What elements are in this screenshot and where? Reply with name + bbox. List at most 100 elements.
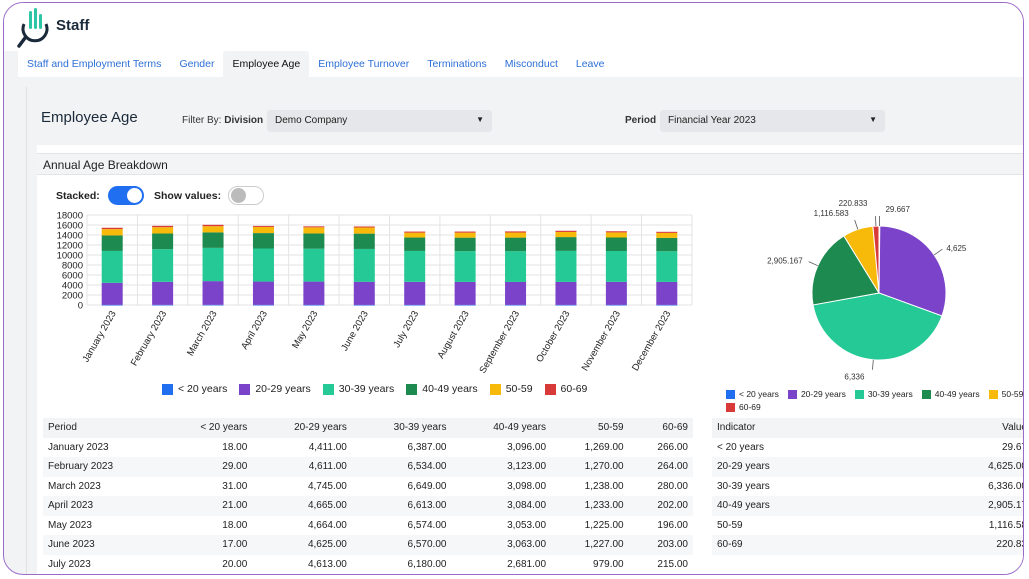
- bar-segment-20-years[interactable]: [505, 304, 527, 306]
- bar-segment-20-years[interactable]: [555, 304, 577, 306]
- bar-segment-20-29-years[interactable]: [505, 281, 527, 305]
- bar-segment-20-years[interactable]: [101, 304, 123, 306]
- bar-segment-30-39-years[interactable]: [404, 250, 426, 282]
- bar-segment-30-39-years[interactable]: [202, 247, 224, 282]
- bar-segment-50-59[interactable]: [605, 232, 627, 238]
- bar-segment-20-29-years[interactable]: [101, 282, 123, 305]
- bar-segment-60-69[interactable]: [252, 225, 274, 227]
- bar-segment-40-49-years[interactable]: [505, 237, 527, 252]
- bar-segment-40-49-years[interactable]: [252, 233, 274, 249]
- bar-segment-50-59[interactable]: [303, 227, 325, 234]
- bar-segment-30-39-years[interactable]: [555, 250, 577, 282]
- bar-segment-40-49-years[interactable]: [605, 237, 627, 252]
- bar-segment-20-years[interactable]: [252, 304, 274, 306]
- legend-item-20-29-years[interactable]: 20-29 years: [239, 383, 311, 395]
- bar-segment-30-39-years[interactable]: [454, 251, 476, 282]
- bar-segment-20-29-years[interactable]: [404, 281, 426, 305]
- bar-segment-20-years[interactable]: [656, 304, 678, 306]
- bar-segment-50-59[interactable]: [101, 229, 123, 236]
- bar-segment-30-39-years[interactable]: [252, 248, 274, 282]
- bar-segment-20-29-years[interactable]: [353, 281, 375, 305]
- tab-terminations[interactable]: Terminations: [427, 58, 487, 70]
- bar-segment-60-69[interactable]: [656, 231, 678, 233]
- toggle-knob: [231, 188, 246, 203]
- legend-item-30-39-years[interactable]: 30-39 years: [322, 383, 394, 395]
- bar-segment-30-39-years[interactable]: [101, 250, 123, 283]
- bar-segment-20-29-years[interactable]: [454, 281, 476, 305]
- bar-segment-60-69[interactable]: [152, 225, 174, 228]
- bar-segment-40-49-years[interactable]: [555, 237, 577, 251]
- division-select[interactable]: Demo Company ▼: [267, 110, 492, 132]
- tab-leave[interactable]: Leave: [575, 58, 605, 70]
- bar-segment-40-49-years[interactable]: [454, 237, 476, 252]
- bar-segment-30-39-years[interactable]: [303, 248, 325, 282]
- bar-segment-40-49-years[interactable]: [656, 237, 678, 252]
- bar-segment-50-59[interactable]: [252, 226, 274, 234]
- bar-segment-50-59[interactable]: [202, 226, 224, 233]
- bar-segment-20-29-years[interactable]: [605, 281, 627, 305]
- bar-segment-40-49-years[interactable]: [353, 233, 375, 249]
- show-values-toggle[interactable]: [228, 186, 264, 205]
- bar-segment-40-49-years[interactable]: [152, 233, 174, 250]
- bar-segment-60-69[interactable]: [202, 224, 224, 227]
- bar-segment-20-years[interactable]: [454, 304, 476, 306]
- legend-item-50-59[interactable]: 50-59: [489, 383, 533, 395]
- pie-slice-20-29-years[interactable]: [878, 225, 947, 317]
- bar-segment-20-29-years[interactable]: [555, 281, 577, 305]
- legend-item-60-69[interactable]: 60-69: [726, 402, 761, 412]
- period-select-value: Financial Year 2023: [668, 115, 756, 126]
- bar-segment-20-years[interactable]: [303, 304, 325, 306]
- period-select[interactable]: Financial Year 2023 ▼: [660, 110, 885, 132]
- bar-segment-30-39-years[interactable]: [152, 249, 174, 282]
- tab-gender[interactable]: Gender: [179, 58, 215, 70]
- legend-item-40-49-years[interactable]: 40-49 years: [406, 383, 478, 395]
- bar-segment-40-49-years[interactable]: [101, 235, 123, 251]
- legend-item-50-59[interactable]: 50-59: [988, 389, 1023, 399]
- bar-segment-20-years[interactable]: [202, 304, 224, 306]
- bar-segment-60-69[interactable]: [303, 226, 325, 228]
- bar-segment-20-29-years[interactable]: [252, 281, 274, 305]
- bar-segment-60-69[interactable]: [454, 231, 476, 233]
- legend-item-40-49-years[interactable]: 40-49 years: [921, 389, 980, 399]
- bar-segment-40-49-years[interactable]: [404, 237, 426, 251]
- legend-item-20-29-years[interactable]: 20-29 years: [787, 389, 846, 399]
- tab-staff-and-employment-terms[interactable]: Staff and Employment Terms: [27, 58, 162, 70]
- bar-segment-50-59[interactable]: [555, 231, 577, 238]
- bar-segment-50-59[interactable]: [454, 232, 476, 238]
- bar-segment-20-years[interactable]: [353, 304, 375, 306]
- bar-segment-60-69[interactable]: [555, 230, 577, 232]
- bar-segment-50-59[interactable]: [353, 227, 375, 234]
- bar-segment-50-59[interactable]: [656, 232, 678, 238]
- table-cell: March 2023: [48, 480, 101, 492]
- bar-segment-60-69[interactable]: [605, 231, 627, 233]
- bar-segment-30-39-years[interactable]: [505, 251, 527, 282]
- bar-segment-50-59[interactable]: [152, 227, 174, 234]
- bar-segment-20-years[interactable]: [605, 304, 627, 306]
- bar-segment-20-29-years[interactable]: [202, 281, 224, 305]
- legend-item-30-39-years[interactable]: 30-39 years: [854, 389, 913, 399]
- bar-segment-20-29-years[interactable]: [656, 281, 678, 305]
- legend-item-20-years[interactable]: < 20 years: [162, 383, 227, 395]
- legend-item-20-years[interactable]: < 20 years: [726, 389, 779, 399]
- bar-segment-30-39-years[interactable]: [605, 251, 627, 282]
- tab-misconduct[interactable]: Misconduct: [504, 58, 558, 70]
- bar-segment-50-59[interactable]: [505, 232, 527, 238]
- bar-segment-20-years[interactable]: [404, 304, 426, 306]
- bar-segment-20-29-years[interactable]: [152, 281, 174, 305]
- bar-segment-60-69[interactable]: [505, 231, 527, 233]
- bar-segment-30-39-years[interactable]: [656, 251, 678, 282]
- bar-segment-20-29-years[interactable]: [303, 281, 325, 305]
- column-header-20-years: < 20 years: [161, 418, 253, 438]
- bar-segment-60-69[interactable]: [353, 226, 375, 228]
- bar-segment-50-59[interactable]: [404, 232, 426, 238]
- legend-item-60-69[interactable]: 60-69: [544, 383, 587, 395]
- bar-segment-20-years[interactable]: [152, 304, 174, 306]
- bar-segment-30-39-years[interactable]: [353, 248, 375, 282]
- bar-segment-40-49-years[interactable]: [303, 233, 325, 249]
- bar-segment-60-69[interactable]: [101, 227, 123, 230]
- bar-segment-40-49-years[interactable]: [202, 232, 224, 248]
- tab-employee-turnover[interactable]: Employee Turnover: [318, 58, 410, 70]
- bar-segment-60-69[interactable]: [404, 231, 426, 233]
- stacked-toggle[interactable]: [108, 186, 144, 205]
- tab-employee-age[interactable]: Employee Age: [223, 51, 310, 77]
